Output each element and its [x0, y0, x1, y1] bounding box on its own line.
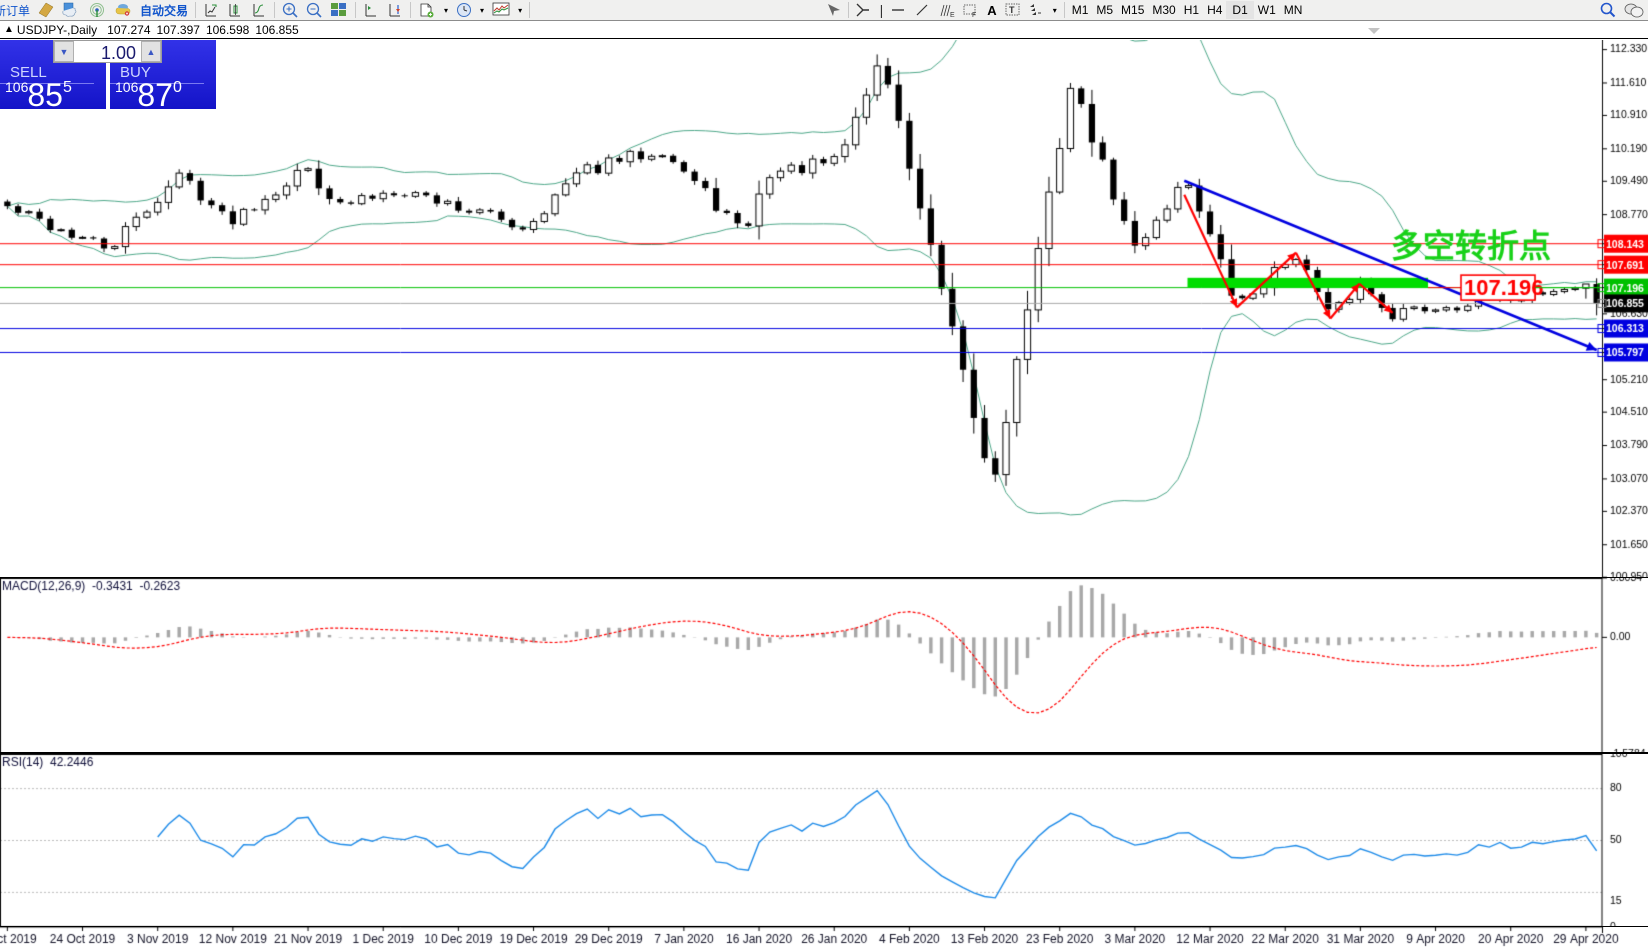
svg-text:F: F	[972, 12, 976, 17]
svg-text:E: E	[950, 12, 955, 17]
svg-text:T: T	[1009, 5, 1015, 15]
